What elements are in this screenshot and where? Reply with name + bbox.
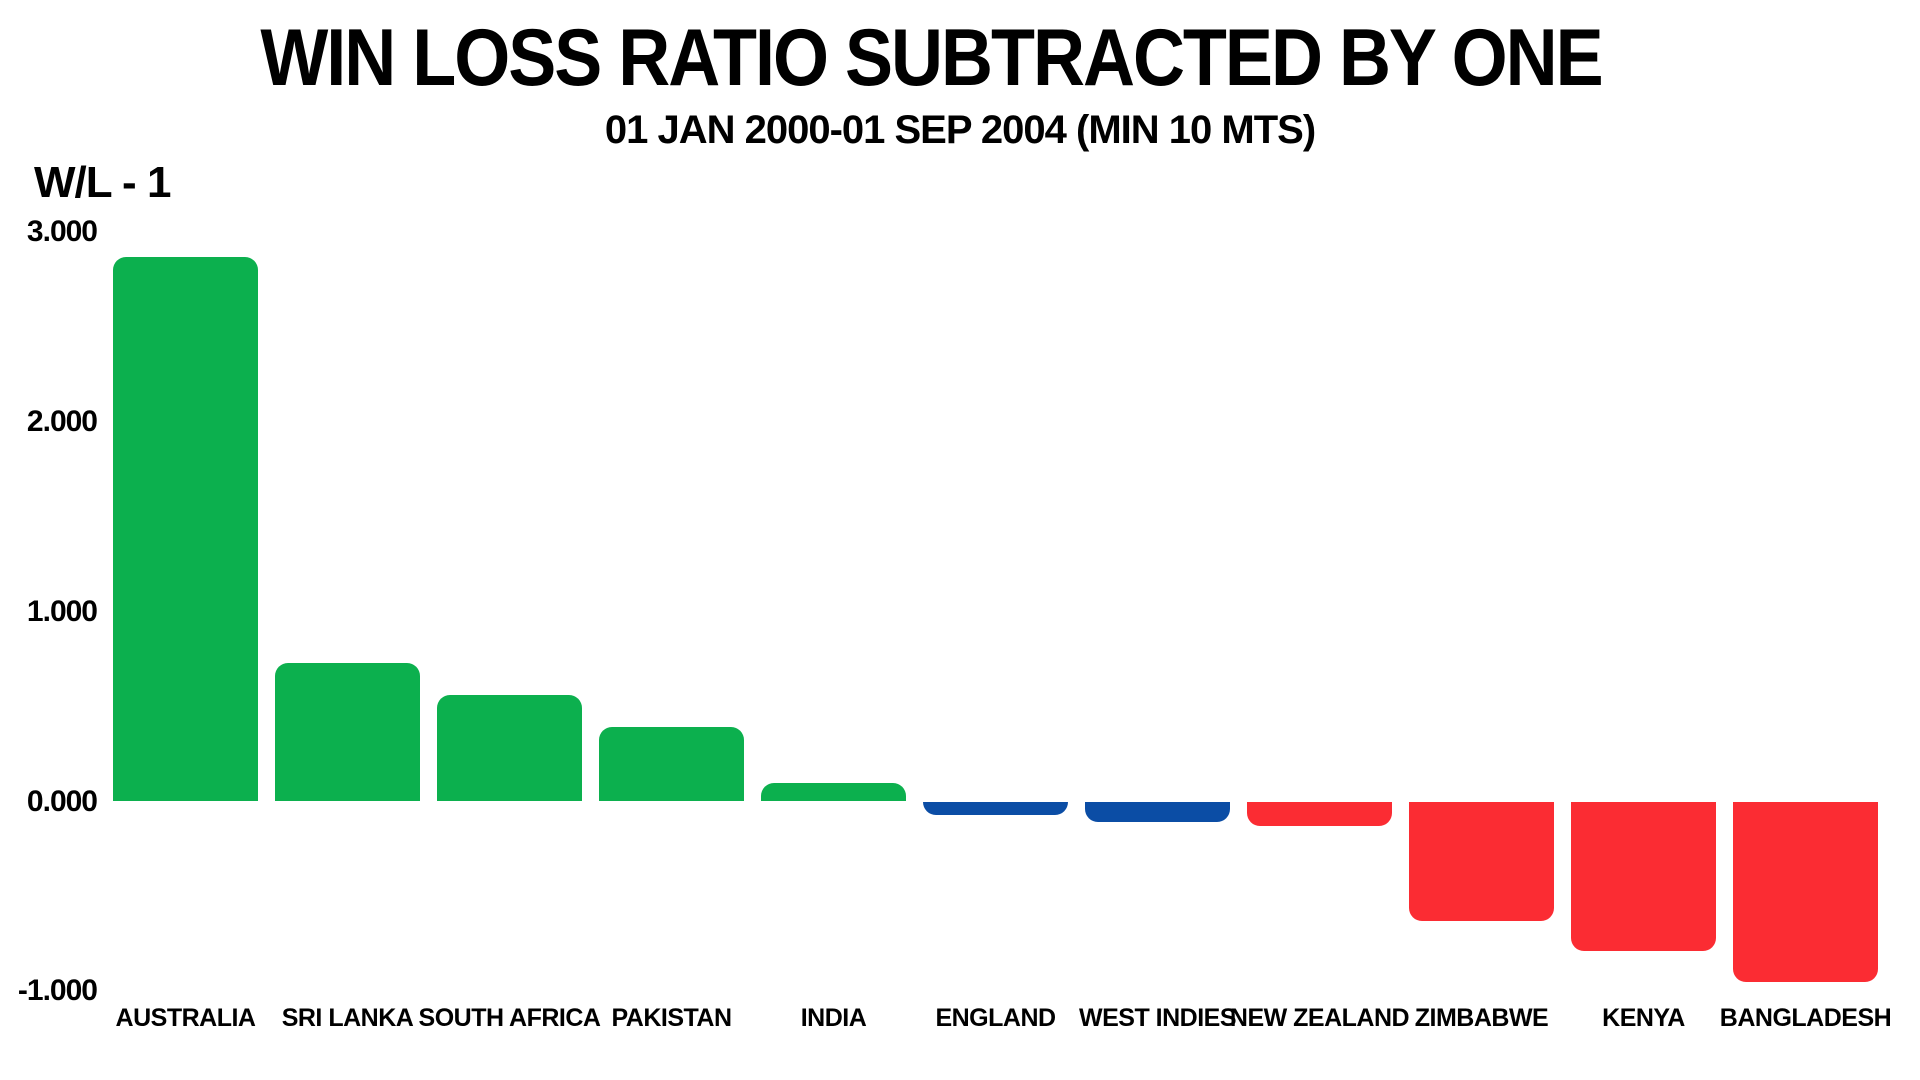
y-tick-label: 1.000 [26,594,98,628]
bar-sri-lanka [275,662,420,802]
bar-west-indies [1085,801,1230,823]
category-label-new-zealand: NEW ZEALAND [1229,1004,1410,1032]
category-label-zimbabwe: ZIMBABWE [1414,1004,1549,1032]
bar-australia [113,256,258,802]
bar-kenya [1571,801,1716,952]
chart-title: WIN LOSS RATIO SUBTRACTED BY ONE [260,13,1603,103]
y-tick-label: -1.000 [17,974,98,1008]
category-label-kenya: KENYA [1602,1004,1685,1032]
y-tick-label: 3.000 [26,215,98,249]
category-label-pakistan: PAKISTAN [611,1004,732,1032]
bar-new-zealand [1247,801,1392,827]
category-label-india: INDIA [800,1004,867,1032]
bar-england [923,801,1068,815]
category-label-bangladesh: BANGLADESH [1719,1004,1892,1032]
category-label-west-indies: WEST INDIES [1078,1004,1237,1032]
category-label-england: ENGLAND [935,1004,1056,1032]
y-axis-title: W/L - 1 [34,158,171,207]
category-label-australia: AUSTRALIA [115,1004,256,1032]
y-tick-label: 0.000 [26,784,98,818]
chart-subtitle: 01 JAN 2000-01 SEP 2004 (MIN 10 MTS) [604,108,1316,152]
bar-south-africa [437,695,582,802]
bar-pakistan [599,727,744,802]
bar-bangladesh [1733,801,1878,982]
bar-zimbabwe [1409,801,1554,922]
category-label-south-africa: SOUTH AFRICA [418,1004,601,1032]
category-label-sri-lanka: SRI LANKA [281,1004,414,1032]
bar-india [761,782,906,802]
y-tick-label: 2.000 [26,405,98,438]
